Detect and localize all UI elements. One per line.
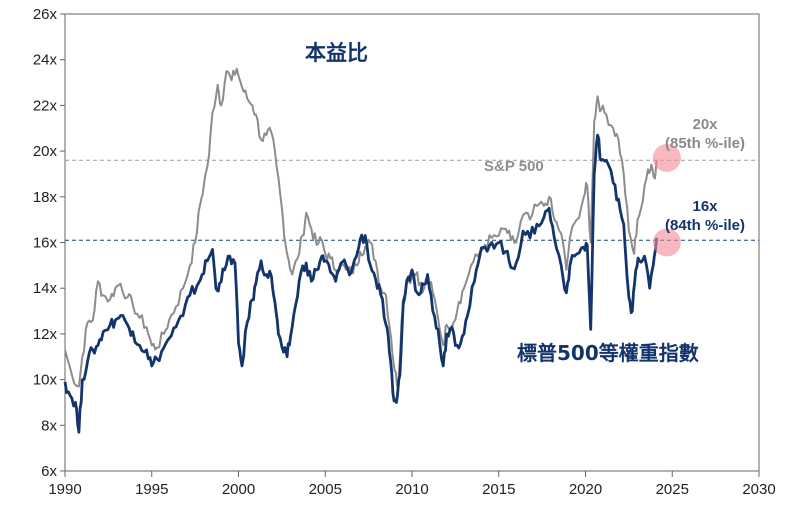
sp500-line <box>64 67 658 388</box>
reference-lines <box>65 159 759 241</box>
highlight-markers <box>652 143 681 257</box>
chart-title: 本益比 <box>305 41 368 65</box>
y-tick-label: 16x <box>33 235 58 252</box>
x-tick-label: 2025 <box>656 481 689 498</box>
x-tick-label: 2010 <box>395 481 428 498</box>
plot-frame <box>64 13 760 472</box>
x-tick-label: 2020 <box>569 481 602 498</box>
sp500-current-value: 20x <box>692 116 718 133</box>
y-tick-label: 8x <box>41 417 57 434</box>
y-tick-label: 20x <box>33 143 58 160</box>
x-tick-label: 2015 <box>482 481 515 498</box>
y-tick-label: 14x <box>33 280 58 297</box>
y-tick-label: 18x <box>33 189 58 206</box>
y-tick-label: 22x <box>33 97 58 114</box>
sp500-percentile: (85th %-ile) <box>665 135 745 152</box>
x-tick-label: 1990 <box>48 481 81 498</box>
x-axis: 1990 1995 2000 2005 2010 2015 2020 2025 2030 <box>48 471 776 498</box>
y-tick-label: 6x <box>41 463 57 480</box>
equal-weight-series-label: 標普500等權重指數 <box>517 341 699 365</box>
sp500-current-marker <box>652 143 681 172</box>
x-tick-label: 2030 <box>742 481 775 498</box>
equal-weight-current-value: 16x <box>692 198 718 215</box>
y-tick-label: 10x <box>33 372 58 389</box>
y-axis-ticks: 6x 8x 10x 12x 14x 16x 18x 20x 22x 24x 26x <box>33 6 65 480</box>
equal-weight-current-marker <box>652 228 681 257</box>
x-tick-label: 2000 <box>222 481 255 498</box>
sp500-series-label: S&P 500 <box>484 158 544 175</box>
x-tick-label: 2005 <box>309 481 342 498</box>
x-tick-label: 1995 <box>135 481 168 498</box>
equal-weight-line <box>63 133 658 434</box>
y-tick-label: 24x <box>33 52 58 69</box>
y-tick-label: 26x <box>33 6 58 23</box>
equal-weight-percentile: (84th %-ile) <box>665 217 745 234</box>
y-tick-label: 12x <box>33 326 58 343</box>
series-group <box>63 67 658 434</box>
